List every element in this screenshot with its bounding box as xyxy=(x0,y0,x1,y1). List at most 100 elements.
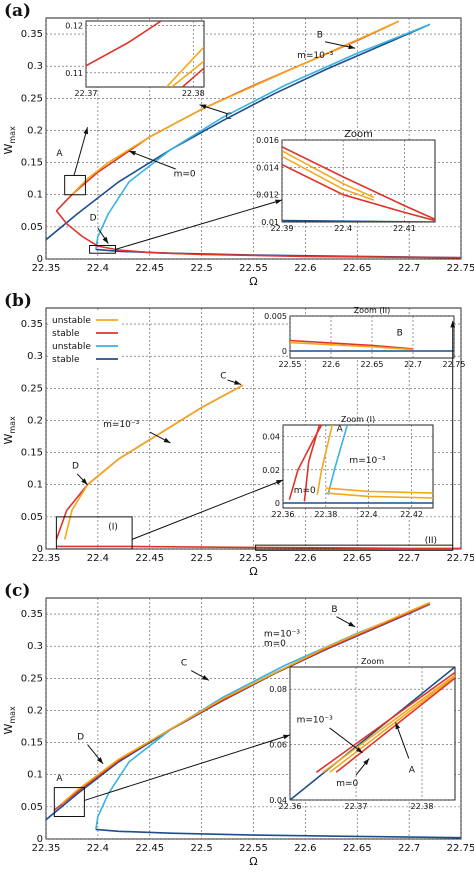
annotation-a: A xyxy=(337,425,344,435)
annotation-d: D xyxy=(90,213,97,223)
inset-b-zoom2: 22.55 22.6 22.65 22.7 22.75 0 0.005 Zoom (II) B xyxy=(264,306,465,369)
series-line xyxy=(55,210,461,259)
annotation-m0: m=0 xyxy=(174,170,196,180)
y-tick-label: 0.3 xyxy=(27,351,43,362)
y-axis-subscript: max xyxy=(8,416,17,434)
legend-label: unstable xyxy=(52,342,91,352)
x-tick-label: 22.4 xyxy=(334,224,352,233)
arrow-to-zoom-i xyxy=(131,479,284,540)
annotation-a-inset: A xyxy=(409,765,416,775)
y-tick-label: 0.2 xyxy=(27,415,43,426)
arrow-to-zoom xyxy=(84,734,291,801)
y-axis-title: Wmax xyxy=(2,416,17,445)
y-tick-label: 0.35 xyxy=(21,609,43,620)
series-line xyxy=(282,219,435,222)
y-tick-label: 0.35 xyxy=(21,319,43,330)
panel-label: (a) xyxy=(4,1,31,21)
arrow-m-inset-head xyxy=(355,747,363,753)
series-line xyxy=(171,60,204,87)
x-tick-label: 22.35 xyxy=(32,843,61,854)
annotation-i: (I) xyxy=(108,523,118,533)
series-line xyxy=(95,23,431,250)
x-axis-title: Ω xyxy=(249,855,257,868)
arrow-to-zoom-head xyxy=(283,734,290,740)
annotation-c: C xyxy=(220,372,226,382)
y-tick-label: 0.3 xyxy=(27,61,43,72)
x-tick-label: 22.5 xyxy=(190,843,212,854)
annotation-m: m=10⁻³ xyxy=(264,630,301,640)
y-tick-label: 0.15 xyxy=(21,738,43,749)
inset-a-zoom: 22.39 22.4 22.41 0.01 0.012 0.014 0.016 Zoom xyxy=(256,129,436,233)
x-tick-label: 22.45 xyxy=(135,263,164,274)
x-tick-label: 22.4 xyxy=(87,843,109,854)
arrow-b-head xyxy=(348,44,356,50)
x-tick-label: 22.65 xyxy=(343,553,372,564)
y-tick-label: 0 xyxy=(37,834,43,845)
y-tick-label: 0.05 xyxy=(21,222,43,233)
series-line xyxy=(325,492,433,499)
series-line xyxy=(325,487,433,494)
annotation-b: B xyxy=(397,329,403,339)
x-tick-label: 22.38 xyxy=(314,510,337,519)
x-tick-label: 22.75 xyxy=(447,553,474,564)
inset-a-top: 22.37 22.38 0.11 0.12 xyxy=(65,20,205,98)
series-line xyxy=(46,23,431,241)
inset-c-zoom: 22.36 22.37 22.38 0.04 0.06 0.08 Zoom m=10⁻³ m=0… xyxy=(269,657,456,811)
series-line xyxy=(71,20,400,196)
x-tick-label: 22.35 xyxy=(32,553,61,564)
x-tick-label: 22.7 xyxy=(404,360,422,369)
x-tick-label: 22.38 xyxy=(411,802,434,811)
y-tick-label: 0.25 xyxy=(21,673,43,684)
y-tick-label: 0.1 xyxy=(27,190,43,201)
annotation-m0-inset: m=0 xyxy=(336,779,358,789)
series-line xyxy=(335,677,455,773)
y-tick-label: 0.012 xyxy=(256,191,279,200)
series-line xyxy=(63,384,244,540)
panel-label: (c) xyxy=(4,581,30,601)
series-line xyxy=(329,676,455,773)
annotation-m: m=10⁻³ xyxy=(297,51,334,61)
series-line xyxy=(61,601,431,805)
y-tick-label: 0.35 xyxy=(21,29,43,40)
zoom-box-a xyxy=(53,787,85,818)
x-tick-label: 22.55 xyxy=(239,843,268,854)
y-tick-label: 0.08 xyxy=(269,685,287,694)
annotation-c: C xyxy=(181,658,187,668)
series-line xyxy=(322,674,455,773)
arrow-to-inset-a xyxy=(73,127,88,176)
annotation-b: B xyxy=(317,30,323,40)
panel-3: 22.35 22.4 22.45 22.5 22.55 22.6 22.65 22.7 22.7… xyxy=(2,581,474,868)
y-axis-subscript: max xyxy=(8,126,17,144)
x-tick-label: 22.55 xyxy=(279,360,302,369)
arrow-b-head xyxy=(348,621,356,627)
arrow-to-zoom-i-head xyxy=(276,480,283,485)
x-tick-label: 22.36 xyxy=(272,510,295,519)
y-tick-label: 0 xyxy=(37,254,43,265)
arrow-m0-head xyxy=(129,151,136,156)
x-tick-label: 22.39 xyxy=(271,224,294,233)
x-tick-label: 22.65 xyxy=(343,843,372,854)
x-tick-label: 22.45 xyxy=(135,843,164,854)
series-line xyxy=(282,146,435,221)
x-tick-label: 22.36 xyxy=(279,802,302,811)
inset-title: Zoom xyxy=(361,657,384,666)
y-tick-label: 0.04 xyxy=(262,433,280,442)
x-tick-label: 22.4 xyxy=(87,263,109,274)
legend-label: stable xyxy=(52,329,80,339)
y-tick-label: 0.05 xyxy=(21,512,43,523)
legend: unstable stable unstable stable xyxy=(48,310,122,368)
y-axis-title: Wmax xyxy=(2,706,17,735)
legend-label: unstable xyxy=(52,316,91,326)
x-tick-label: 22.7 xyxy=(398,263,420,274)
annotation-m0-inset: m=0 xyxy=(294,486,316,496)
x-tick-label: 22.37 xyxy=(345,802,368,811)
inset-title: Zoom (I) xyxy=(341,415,375,424)
panel-1: 22.35 22.4 22.45 22.5 22.55 22.6 22.65 22.7 22.7… xyxy=(2,1,474,288)
y-tick-label: 0.12 xyxy=(65,22,83,31)
x-axis-title: Ω xyxy=(249,275,257,288)
y-tick-label: 0.06 xyxy=(269,741,287,750)
annotation-m-inset: m=10⁻³ xyxy=(297,715,334,725)
arrow-m-head xyxy=(163,437,171,443)
series-line xyxy=(181,67,204,87)
